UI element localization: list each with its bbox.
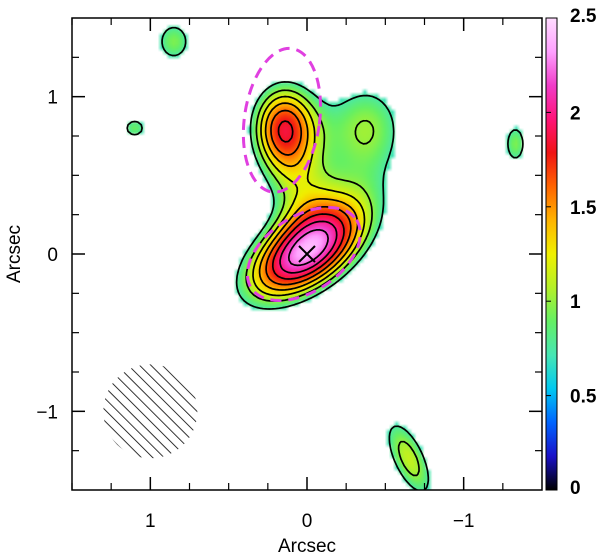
x-tick-label: −1 <box>453 511 475 532</box>
ellipse-fit-0 <box>245 205 362 303</box>
colorbar-tick-label: 1.5 <box>570 198 597 219</box>
x-tick-label: 0 <box>302 511 313 532</box>
marker-stroke-b <box>298 245 316 263</box>
x-axis-ticks: 1 0 −1 <box>71 18 504 532</box>
colorbar-labels: 0 0.5 1 1.5 2 2.5 <box>546 6 597 499</box>
y-tick-label: 0 <box>47 245 58 266</box>
center-marker <box>298 245 316 263</box>
x-tick-label: 1 <box>145 511 156 532</box>
y-axis-ticks: 1 0 −1 <box>36 56 542 452</box>
colorbar-tick-label: 0.5 <box>570 387 597 408</box>
colorbar <box>545 17 558 491</box>
ellipse-fits <box>241 46 362 303</box>
contour-level-7 <box>287 228 329 267</box>
x-axis-title: Arcsec <box>278 536 336 557</box>
y-tick-label: 1 <box>47 88 58 109</box>
colorbar-tick-label: 2.5 <box>570 6 597 27</box>
contour-level-6 <box>279 220 338 274</box>
beam-ellipse <box>103 364 198 459</box>
beam-hatched-circle <box>103 364 198 459</box>
colorbar-tick-label: 0 <box>570 478 581 499</box>
y-axis-title: Arcsec <box>4 225 25 283</box>
colorbar-tick-label: 1 <box>570 292 581 313</box>
map-image <box>72 18 542 490</box>
contour-level-0 <box>126 26 524 490</box>
contour-level-5 <box>271 120 345 280</box>
y-tick-label: −1 <box>36 402 58 423</box>
colorbar-tick-label: 2 <box>570 103 581 124</box>
